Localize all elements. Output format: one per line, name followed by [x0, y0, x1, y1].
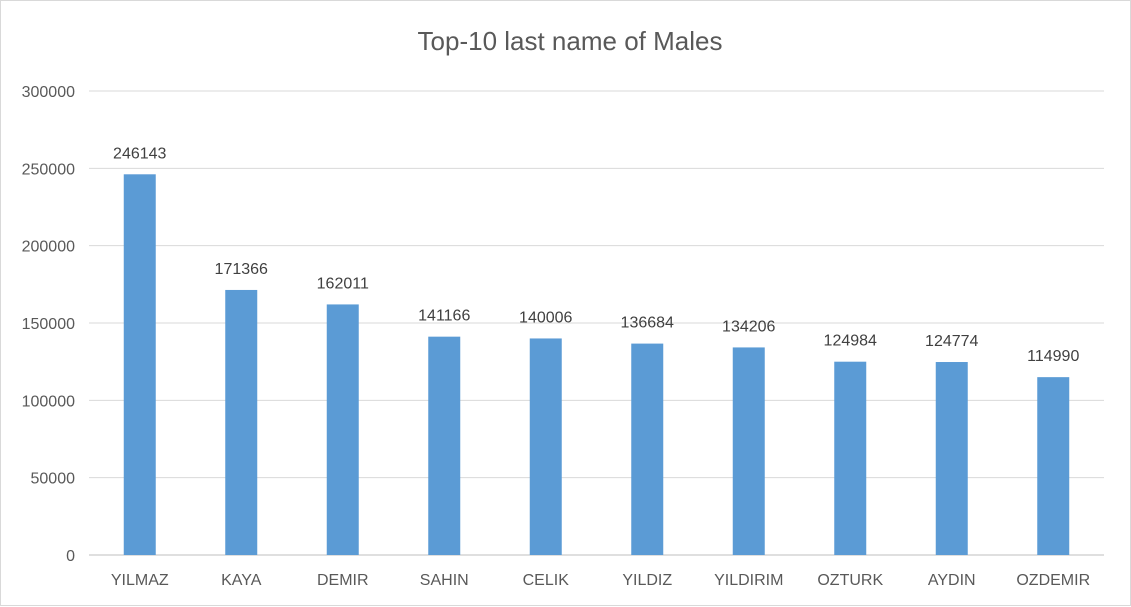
bar-ozdemir	[1037, 377, 1070, 555]
data-label: 246143	[113, 145, 166, 162]
gridlines	[89, 90, 1104, 556]
data-label: 124774	[925, 333, 978, 350]
x-tick-label: YILDIZ	[622, 572, 672, 589]
data-label: 114990	[1027, 348, 1079, 365]
bar-celik	[529, 338, 562, 555]
x-axis-ticks: YILMAZ KAYA DEMIR SAHIN CELIK YILDIZ YILDIRIM O…	[111, 572, 1090, 589]
x-tick-label: OZDEMIR	[1016, 572, 1090, 589]
bar-aydin	[935, 362, 968, 555]
y-tick-label: 200000	[22, 239, 75, 256]
data-label: 162011	[317, 275, 369, 292]
y-tick-label: 300000	[22, 84, 75, 101]
data-label: 141166	[418, 308, 470, 325]
y-tick-label: 150000	[22, 316, 75, 333]
bar-yilmaz	[123, 174, 156, 555]
x-tick-label: YILDIRIM	[714, 572, 783, 589]
data-label: 140006	[519, 309, 572, 326]
data-label: 136684	[621, 315, 674, 332]
bar-yildiz	[631, 343, 664, 555]
bar-ozturk	[834, 361, 867, 555]
x-tick-label: OZTURK	[817, 572, 883, 589]
bar-sahin	[428, 336, 461, 555]
bars	[123, 174, 1070, 555]
bar-kaya	[225, 289, 258, 555]
data-labels: 246143 171366 162011 141166 140006 136684 1342…	[113, 145, 1079, 365]
y-tick-label: 50000	[31, 471, 76, 488]
y-tick-label: 0	[66, 548, 75, 565]
x-tick-label: CELIK	[523, 572, 570, 589]
y-axis-ticks: 0 50000 100000 150000 200000 250000 300000	[22, 84, 75, 565]
x-tick-label: AYDIN	[928, 572, 976, 589]
data-label: 171366	[215, 261, 268, 278]
x-tick-label: DEMIR	[317, 572, 369, 589]
chart-title: Top-10 last name of Males	[418, 26, 723, 56]
y-tick-label: 250000	[22, 161, 75, 178]
x-tick-label: YILMAZ	[111, 572, 169, 589]
data-label: 124984	[824, 333, 877, 350]
data-label: 134206	[722, 318, 775, 335]
bar-demir	[326, 304, 359, 555]
x-tick-label: KAYA	[221, 572, 262, 589]
x-tick-label: SAHIN	[420, 572, 469, 589]
y-tick-label: 100000	[22, 393, 75, 410]
bar-yildirim	[732, 347, 765, 555]
